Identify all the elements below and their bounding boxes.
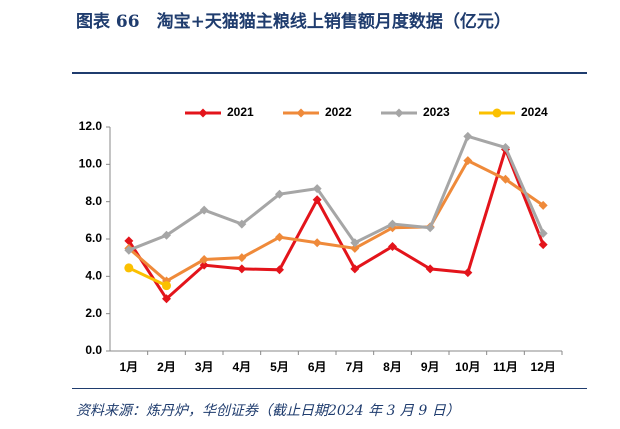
point bbox=[199, 260, 209, 270]
point bbox=[538, 228, 548, 238]
point bbox=[162, 281, 171, 291]
point bbox=[312, 238, 322, 248]
point bbox=[124, 245, 134, 255]
y-tick-label: 0.0 bbox=[85, 343, 102, 357]
point bbox=[501, 174, 510, 184]
x-tick-label: 9月 bbox=[421, 360, 440, 374]
y-tick-label: 8.0 bbox=[85, 194, 102, 208]
point bbox=[388, 241, 397, 251]
x-tick-label: 11月 bbox=[493, 360, 518, 374]
point bbox=[425, 264, 435, 274]
series-line bbox=[127, 158, 545, 283]
point bbox=[275, 265, 284, 275]
x-tick-label: 1月 bbox=[119, 360, 138, 374]
point bbox=[275, 232, 284, 242]
point bbox=[275, 189, 284, 199]
rule bbox=[72, 72, 587, 74]
y-tick-label: 4.0 bbox=[85, 269, 102, 283]
point bbox=[538, 200, 548, 210]
legend-label: 2023 bbox=[423, 105, 450, 119]
legend-label: 2022 bbox=[325, 105, 352, 119]
point bbox=[237, 253, 247, 263]
x-tick-label: 5月 bbox=[270, 360, 289, 374]
point bbox=[388, 219, 397, 229]
point bbox=[162, 294, 171, 304]
y-tick-label: 2.0 bbox=[85, 306, 102, 320]
source-note: 资料来源：炼丹炉，华创证券（截止日期2024 年 3 月 9 日） bbox=[76, 403, 460, 419]
series-line bbox=[128, 134, 545, 252]
point bbox=[312, 195, 322, 205]
point bbox=[501, 143, 510, 153]
point bbox=[124, 236, 134, 246]
point bbox=[463, 156, 473, 166]
legend-marker bbox=[492, 108, 502, 118]
rule bbox=[72, 388, 587, 389]
point bbox=[350, 264, 360, 274]
point bbox=[350, 238, 360, 248]
series-line bbox=[128, 266, 168, 288]
point bbox=[538, 240, 548, 250]
legend-label: 2021 bbox=[227, 105, 254, 119]
y-tick-label: 6.0 bbox=[85, 231, 102, 245]
point bbox=[463, 268, 473, 278]
point bbox=[237, 264, 247, 274]
point bbox=[237, 219, 247, 229]
x-tick-label: 2月 bbox=[157, 360, 176, 374]
point bbox=[312, 184, 322, 194]
point bbox=[350, 243, 360, 253]
legend-marker bbox=[296, 108, 306, 118]
x-tick-label: 7月 bbox=[345, 360, 364, 374]
x-tick-label: 4月 bbox=[232, 360, 251, 374]
point bbox=[162, 230, 171, 240]
point bbox=[425, 223, 435, 233]
x-tick-label: 12月 bbox=[530, 360, 555, 374]
x-tick-label: 6月 bbox=[308, 360, 327, 374]
series-line bbox=[127, 144, 545, 302]
y-tick-label: 12.0 bbox=[79, 119, 103, 133]
chart-title: 图表 66 淘宝+天猫猫主粮线上销售额月度数据（亿元） bbox=[76, 12, 511, 32]
legend-marker bbox=[198, 108, 208, 118]
legend-label: 2024 bbox=[521, 105, 548, 119]
x-tick-label: 3月 bbox=[195, 360, 214, 374]
legend-marker bbox=[394, 108, 404, 118]
point bbox=[199, 205, 209, 215]
y-tick-label: 10.0 bbox=[79, 157, 103, 171]
x-tick-label: 10月 bbox=[455, 360, 480, 374]
point bbox=[199, 255, 209, 265]
point bbox=[124, 263, 134, 273]
x-tick-label: 8月 bbox=[383, 360, 402, 374]
point bbox=[463, 131, 473, 141]
